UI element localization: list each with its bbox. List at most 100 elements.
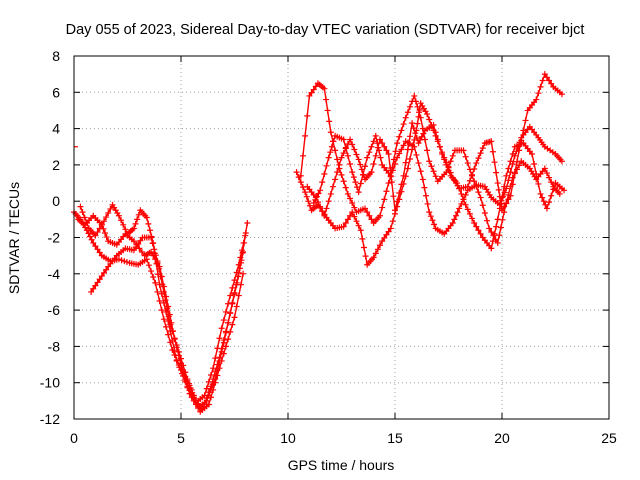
- data-point: [541, 165, 548, 172]
- data-point: [499, 216, 506, 223]
- data-point: [138, 249, 145, 256]
- data-point: [417, 114, 424, 121]
- data-point: [349, 169, 356, 176]
- data-point: [163, 323, 170, 330]
- data-point: [231, 277, 238, 284]
- data-point: [351, 204, 358, 211]
- data-point: [366, 149, 373, 156]
- data-point: [427, 213, 434, 220]
- data-point: [231, 314, 238, 321]
- data-point: [210, 386, 217, 393]
- data-point: [214, 372, 221, 379]
- data-point: [428, 163, 435, 170]
- data-point: [374, 140, 381, 147]
- data-point: [370, 160, 377, 167]
- y-tick-label: 6: [52, 84, 60, 100]
- data-point: [531, 160, 538, 167]
- data-point: [383, 147, 390, 154]
- data-point: [394, 154, 401, 161]
- data-point: [306, 202, 313, 209]
- data-point: [415, 140, 422, 147]
- data-point: [537, 190, 544, 197]
- data-point: [240, 249, 247, 256]
- data-point: [496, 232, 503, 239]
- data-point: [98, 273, 105, 280]
- data-point: [120, 221, 127, 228]
- data-point: [426, 116, 433, 123]
- data-point: [429, 217, 436, 224]
- chart-title: Day 055 of 2023, Sidereal Day-to-day VTE…: [66, 22, 585, 38]
- data-point: [107, 205, 114, 212]
- data-point: [242, 232, 249, 239]
- data-point: [315, 190, 322, 197]
- data-point: [424, 111, 431, 118]
- data-point: [412, 130, 419, 137]
- data-point: [561, 187, 568, 194]
- data-point: [479, 145, 486, 152]
- data-point: [377, 212, 384, 219]
- data-point: [503, 172, 510, 179]
- data-point: [353, 218, 360, 225]
- data-point: [171, 336, 178, 343]
- data-point: [229, 300, 236, 307]
- data-point: [454, 180, 461, 187]
- data-point: [137, 237, 144, 244]
- data-point: [505, 191, 512, 198]
- data-point: [469, 215, 476, 222]
- data-point: [186, 382, 193, 389]
- data-point: [377, 154, 384, 161]
- data-point: [324, 107, 331, 114]
- x-tick-label: 15: [387, 430, 403, 446]
- x-tick-label: 25: [601, 430, 617, 446]
- data-point: [92, 282, 99, 289]
- data-point: [218, 325, 225, 332]
- x-axis-label: GPS time / hours: [288, 457, 395, 473]
- data-point: [353, 151, 360, 158]
- data-point: [389, 218, 396, 225]
- data-point: [118, 217, 125, 224]
- data-point: [477, 150, 484, 157]
- data-point: [317, 203, 324, 210]
- data-point: [458, 200, 465, 207]
- data-point: [352, 179, 359, 186]
- x-tick-label: 20: [494, 430, 510, 446]
- data-point: [436, 143, 443, 150]
- data-point: [548, 80, 555, 87]
- data-point: [488, 138, 495, 145]
- data-point: [325, 198, 332, 205]
- data-point: [539, 194, 546, 201]
- data-point: [299, 152, 306, 159]
- data-point: [507, 158, 514, 165]
- data-point: [165, 331, 172, 338]
- data-point: [342, 219, 349, 226]
- data-point: [392, 148, 399, 155]
- data-point: [77, 203, 84, 210]
- data-point: [207, 394, 214, 401]
- data-point: [115, 256, 122, 263]
- data-point: [148, 249, 155, 256]
- data-point: [400, 142, 407, 149]
- data-point: [443, 169, 450, 176]
- data-point: [513, 148, 520, 155]
- data-point: [558, 91, 565, 98]
- data-point: [216, 335, 223, 342]
- data-point: [123, 259, 130, 266]
- data-point: [327, 149, 334, 156]
- data-point: [475, 189, 482, 196]
- data-point: [473, 160, 480, 167]
- series-line: [90, 236, 244, 412]
- data-point: [441, 156, 448, 163]
- data-point: [537, 83, 544, 90]
- data-point: [492, 236, 499, 243]
- data-point: [207, 383, 214, 390]
- data-point: [491, 159, 498, 166]
- data-point: [396, 190, 403, 197]
- data-point: [385, 228, 392, 235]
- data-point: [410, 125, 417, 132]
- data-point: [501, 209, 508, 216]
- data-point: [494, 239, 501, 246]
- data-point: [150, 273, 157, 280]
- data-point: [121, 258, 128, 265]
- data-point: [462, 201, 469, 208]
